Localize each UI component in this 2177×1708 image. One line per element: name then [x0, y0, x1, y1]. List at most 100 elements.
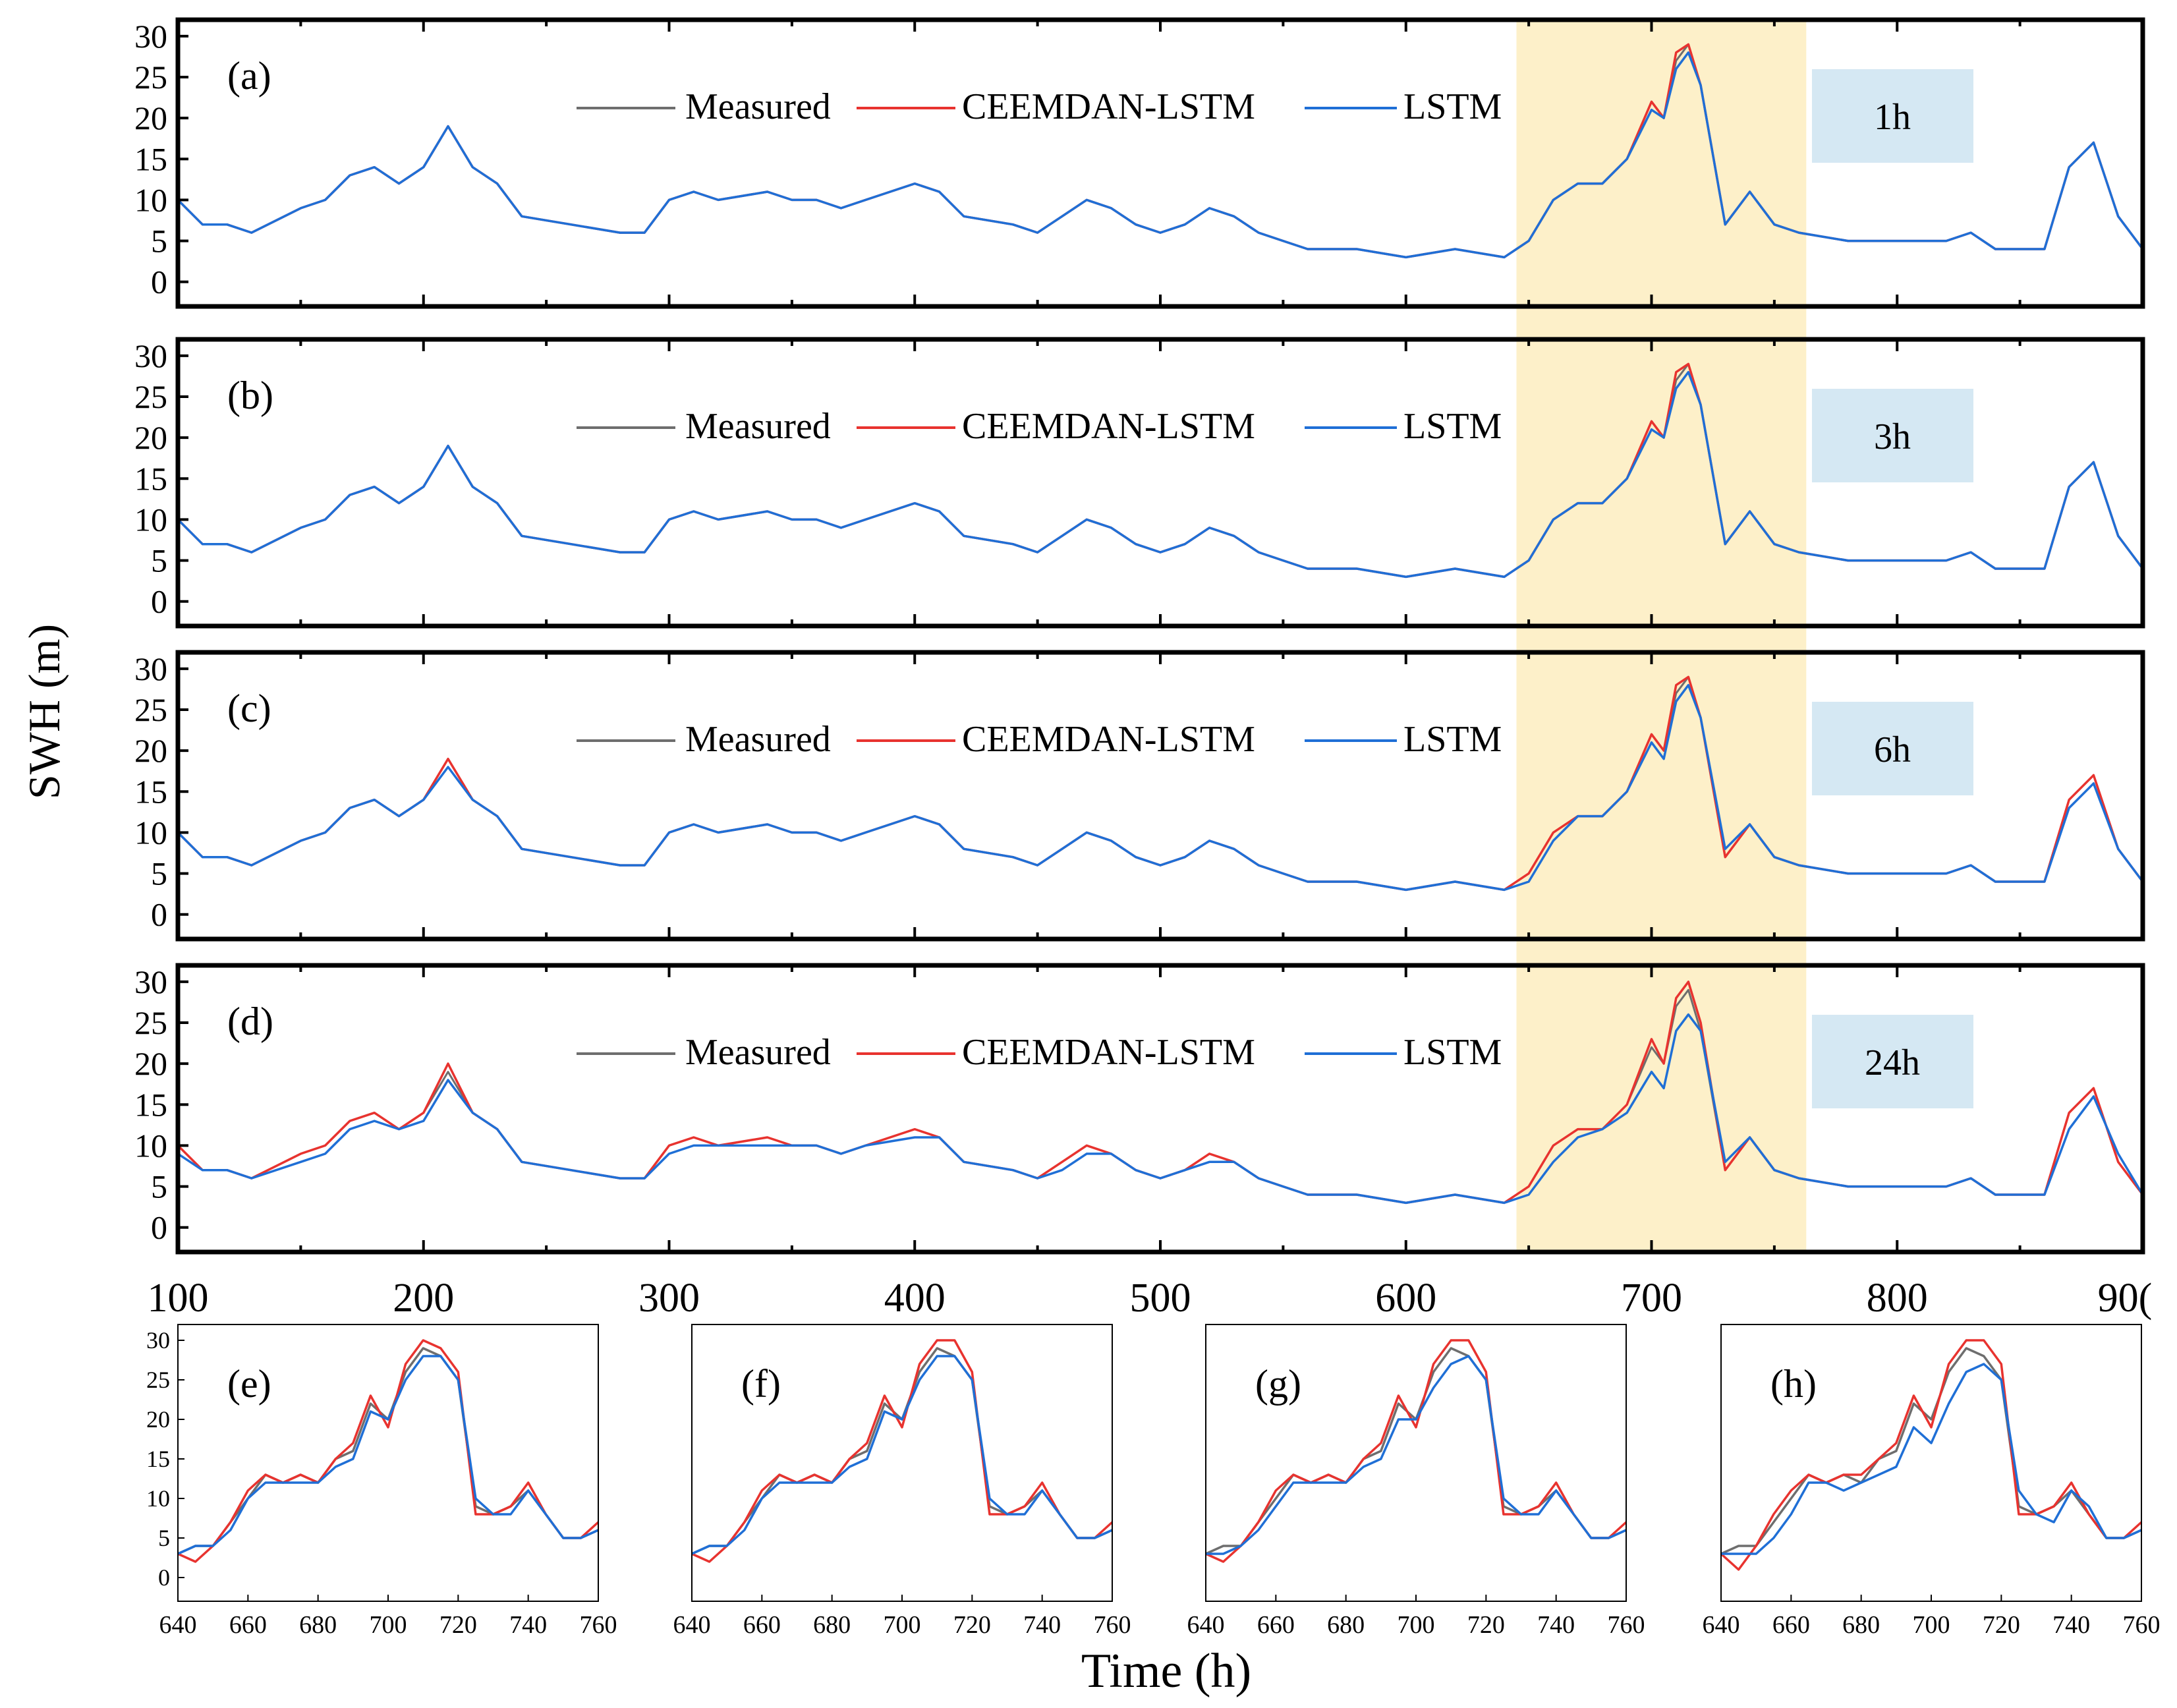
- series-line-ceemdan-lstm: [1205, 1339, 1627, 1563]
- y-tick-label: 20: [134, 100, 167, 136]
- series-line-lstm: [177, 1013, 2144, 1205]
- series-line-ceemdan-lstm: [1720, 1339, 2143, 1571]
- horizon-box: [1812, 69, 1973, 163]
- horizon-box: [1812, 702, 1973, 795]
- x-tick-label: 640: [1703, 1611, 1740, 1639]
- panel-label: (h): [1770, 1362, 1817, 1406]
- y-tick-label: 15: [134, 773, 167, 810]
- x-axis-label: Time (h): [1081, 1644, 1251, 1698]
- x-tick-label: 640: [673, 1611, 711, 1639]
- y-tick-label: 30: [134, 337, 167, 374]
- x-tick-label: 680: [299, 1611, 337, 1639]
- horizon-label: 6h: [1874, 729, 1911, 770]
- legend-label: LSTM: [1403, 406, 1502, 447]
- x-tick-label: 680: [1327, 1611, 1365, 1639]
- legend-label: Measured: [685, 86, 831, 127]
- horizon-box: [1812, 1015, 1973, 1108]
- y-tick-label: 0: [158, 1564, 170, 1591]
- x-tick-label: 660: [1772, 1611, 1810, 1639]
- panel-h: 640 660 680 700 720 740 760 (h): [1703, 1324, 2161, 1639]
- series-line-lstm: [177, 370, 2144, 579]
- panel-label: (g): [1255, 1362, 1301, 1406]
- y-tick-label: 25: [134, 59, 167, 96]
- x-tick-label: 760: [1094, 1611, 1131, 1639]
- panel-e: 0 5 10 15 20 25 30 640 660 680 700 720 740 760 (e): [146, 1324, 617, 1639]
- y-tick-label: 15: [134, 140, 167, 177]
- y-tick-label: 25: [134, 1004, 167, 1041]
- x-tick-label: 720: [439, 1611, 477, 1639]
- legend: Measured CEEMDAN-LSTM LSTM: [577, 406, 1502, 447]
- shared-x-tick-label: 90(: [2098, 1276, 2153, 1321]
- plot-frame: [175, 337, 2145, 629]
- series-line-lstm: [177, 51, 2144, 259]
- plot-frame: [175, 17, 2145, 309]
- series-line-lstm: [177, 1355, 599, 1555]
- y-tick-label: 5: [151, 542, 167, 579]
- shared-x-tick-label: 400: [884, 1276, 946, 1321]
- shared-x-tick-label: 200: [393, 1276, 454, 1321]
- y-tick-label: 5: [151, 1168, 167, 1205]
- shared-x-tick-label: 100: [148, 1276, 209, 1321]
- y-tick-label: 10: [146, 1485, 170, 1512]
- y-tick-label: 5: [158, 1525, 170, 1551]
- shared-x-tick-label: 300: [638, 1276, 700, 1321]
- panel-label: (f): [741, 1362, 781, 1406]
- x-tick-label: 640: [159, 1611, 197, 1639]
- y-tick-label: 25: [134, 378, 167, 415]
- y-tick-label: 10: [134, 1127, 167, 1164]
- x-tick-label: 660: [229, 1611, 267, 1639]
- y-tick-label: 0: [151, 896, 167, 933]
- y-tick-label: 30: [134, 650, 167, 687]
- panel-c: 0 5 10 15 20 25 30 (c) Measured CEEMDAN-LSTM LSTM 6…: [134, 650, 2145, 942]
- series-line-lstm: [691, 1355, 1113, 1555]
- y-tick-label: 25: [134, 691, 167, 728]
- x-tick-label: 720: [1983, 1611, 2020, 1639]
- legend-label: CEEMDAN-LSTM: [962, 86, 1255, 127]
- panel-b: 0 5 10 15 20 25 30 (b) Measured CEEMDAN-LSTM LSTM 3…: [134, 337, 2145, 629]
- x-tick-label: 760: [580, 1611, 617, 1639]
- y-tick-label: 15: [134, 460, 167, 497]
- x-tick-label: 720: [953, 1611, 991, 1639]
- y-tick-label: 10: [134, 814, 167, 851]
- y-tick-label: 5: [151, 223, 167, 260]
- panel-label: (e): [227, 1362, 271, 1406]
- y-tick-label: 15: [134, 1086, 167, 1123]
- panel-f: 640 660 680 700 720 740 760 (f): [673, 1324, 1131, 1639]
- x-tick-label: 700: [1913, 1611, 1950, 1639]
- panel-a: 0 5 10 15 20 25 30 (a) Measured CEEMDAN-LSTM LSTM 1…: [134, 17, 2145, 309]
- x-tick-label: 760: [2123, 1611, 2161, 1639]
- x-tick-label: 740: [509, 1611, 547, 1639]
- x-tick-label: 700: [1398, 1611, 1435, 1639]
- y-tick-label: 20: [134, 732, 167, 769]
- series-line-lstm: [1206, 1355, 1627, 1555]
- shared-x-tick-label: 500: [1130, 1276, 1191, 1321]
- y-tick-label: 0: [151, 583, 167, 620]
- legend-label: CEEMDAN-LSTM: [962, 719, 1255, 760]
- legend-label: Measured: [685, 1032, 831, 1073]
- legend: Measured CEEMDAN-LSTM LSTM: [577, 719, 1502, 760]
- y-tick-label: 0: [151, 264, 167, 300]
- panel-g: 640 660 680 700 720 740 760 (g): [1187, 1324, 1645, 1639]
- x-tick-label: 720: [1467, 1611, 1505, 1639]
- shared-x-tick-labels: 100 200 300 400 500 600 700 800 90(: [148, 1276, 2153, 1321]
- series-line-lstm: [1721, 1363, 2142, 1555]
- highlight-band: [1516, 18, 1807, 1253]
- shared-x-tick-label: 600: [1375, 1276, 1436, 1321]
- y-tick-label: 10: [134, 501, 167, 538]
- legend-label: LSTM: [1403, 719, 1502, 760]
- legend-label: Measured: [685, 406, 831, 447]
- y-tick-label: 20: [134, 419, 167, 456]
- y-tick-label: 0: [151, 1209, 167, 1246]
- legend-label: CEEMDAN-LSTM: [962, 1032, 1255, 1073]
- legend: Measured CEEMDAN-LSTM LSTM: [577, 86, 1502, 127]
- series-line-ceemdan-lstm: [177, 1339, 600, 1563]
- x-tick-label: 740: [1537, 1611, 1575, 1639]
- x-tick-label: 680: [1842, 1611, 1880, 1639]
- x-tick-label: 660: [1257, 1611, 1295, 1639]
- x-tick-label: 700: [370, 1611, 407, 1639]
- legend-label: Measured: [685, 719, 831, 760]
- x-tick-label: 760: [1608, 1611, 1645, 1639]
- y-tick-label: 20: [134, 1045, 167, 1082]
